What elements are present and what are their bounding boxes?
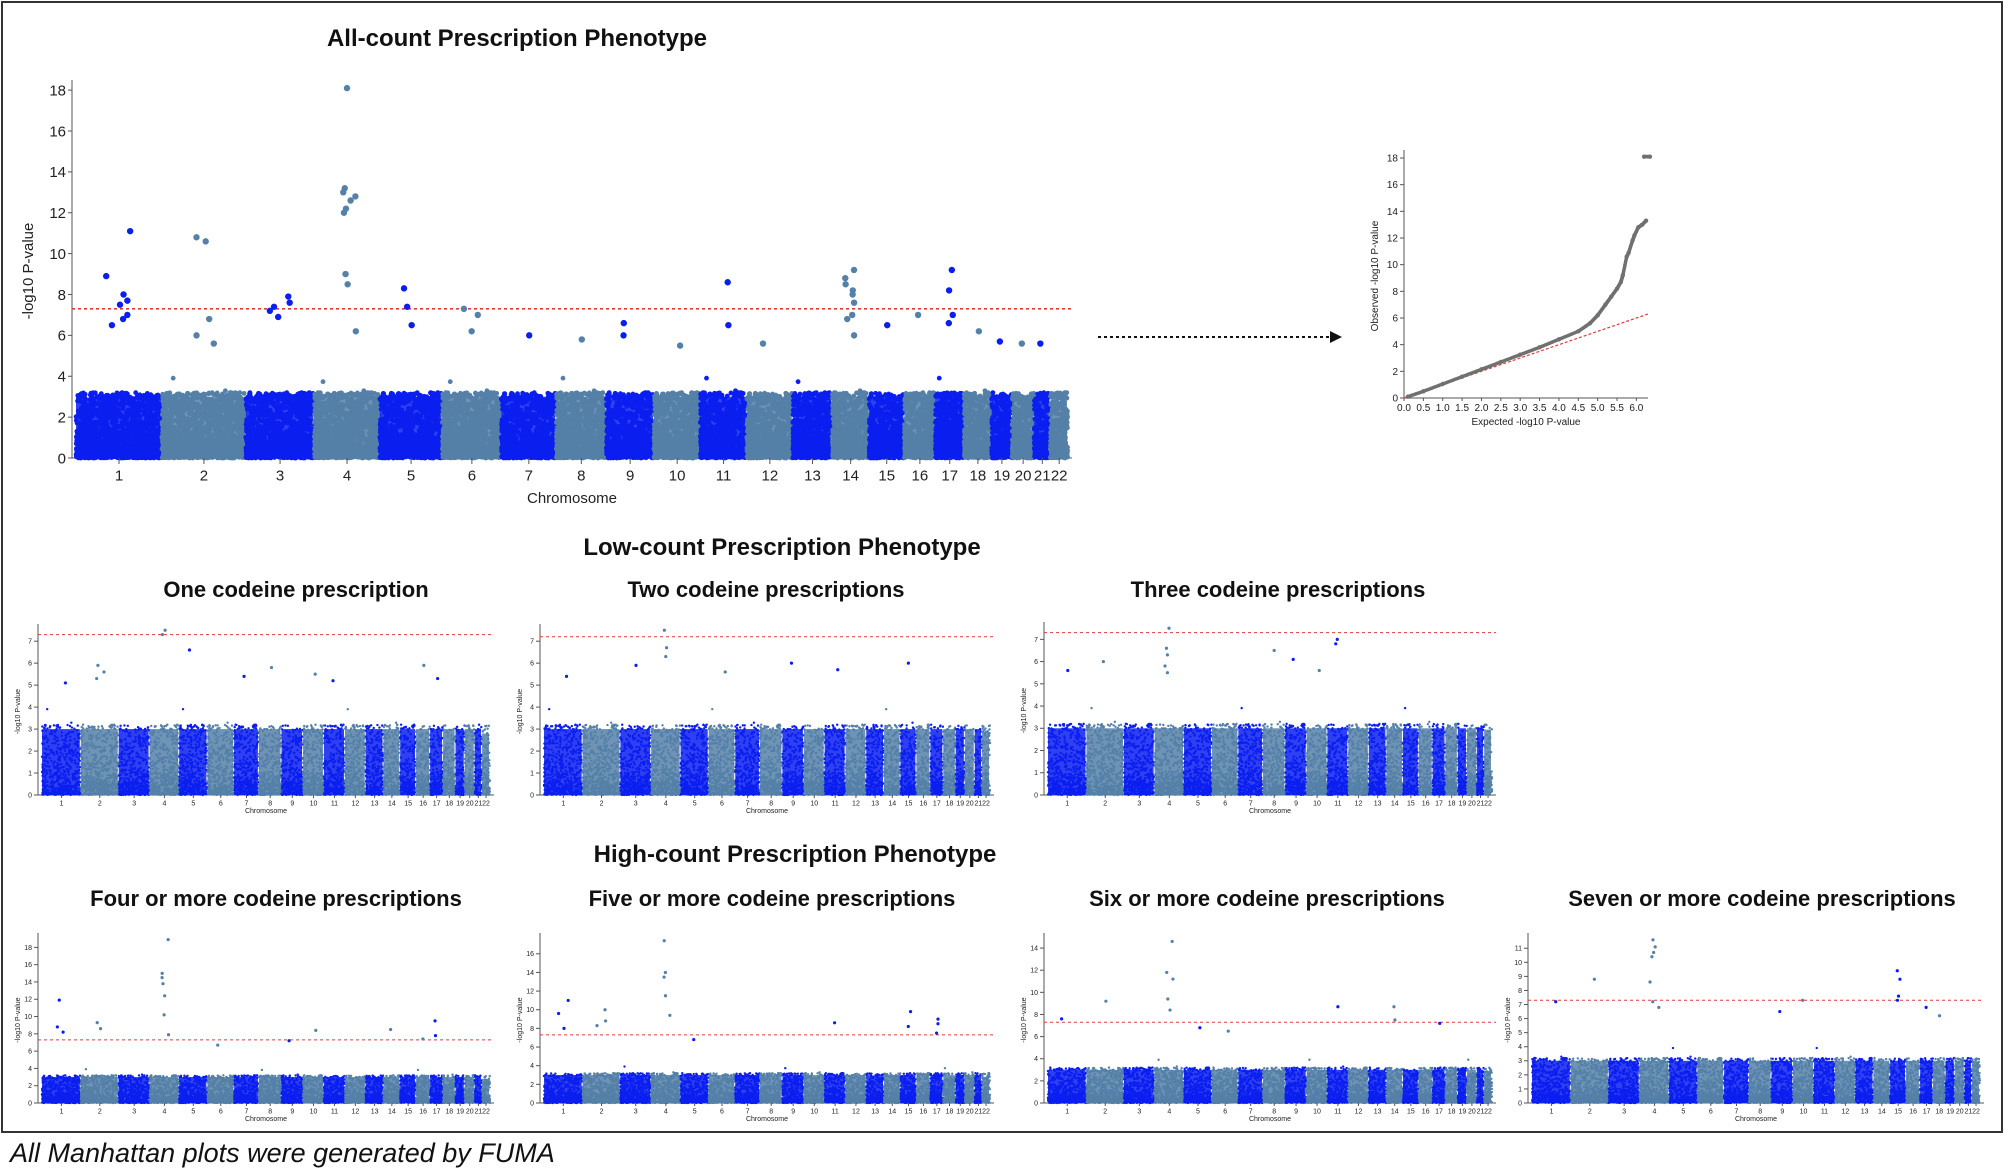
y-tick-label: 14 [49, 164, 66, 181]
y-tick-label: 2 [58, 409, 66, 426]
snp-point [115, 390, 120, 395]
y-tick-label: 4 [58, 369, 66, 386]
y-tick-label: 12 [49, 205, 66, 222]
y-tick-label: 18 [49, 82, 66, 99]
y-tick-label: 10 [49, 246, 66, 263]
y-tick-label: 8 [58, 287, 66, 304]
heading-high-count: High-count Prescription Phenotype [594, 841, 997, 868]
y-tick-label: 0 [58, 450, 66, 467]
snp-point [99, 391, 104, 396]
y-tick-label: 6 [58, 328, 66, 345]
heading-low-count: Low-count Prescription Phenotype [583, 534, 980, 561]
chromosome-1-points [74, 390, 165, 460]
figure-border [2, 2, 2002, 1132]
snp-point [89, 391, 94, 396]
y-tick-label: 16 [49, 123, 66, 140]
snp-point [120, 390, 125, 395]
y-axis-label: -log10 P-value [20, 223, 37, 320]
heading-all-count: All-count Prescription Phenotype [327, 25, 707, 52]
